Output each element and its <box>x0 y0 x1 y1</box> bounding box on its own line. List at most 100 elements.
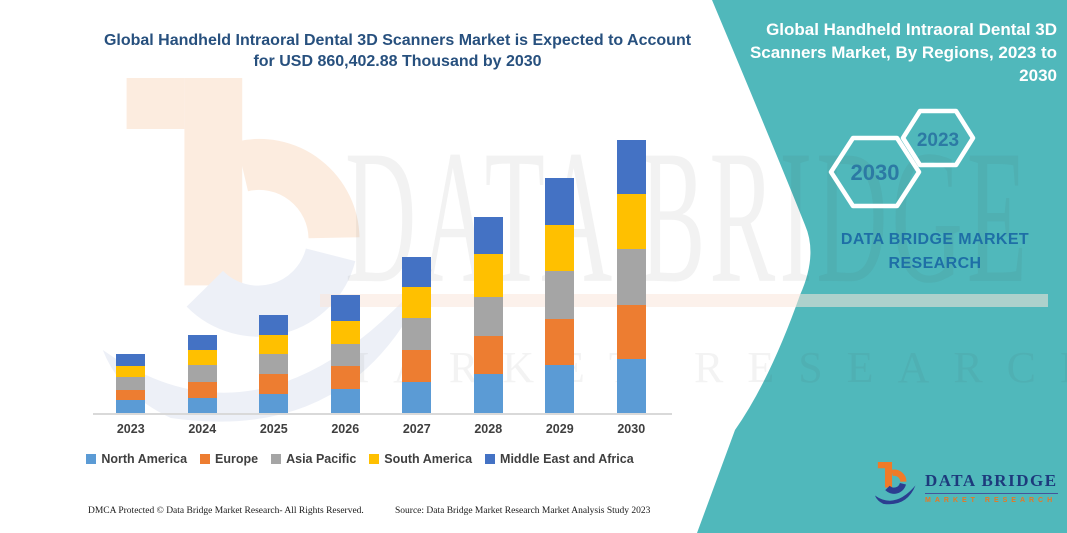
bar-segment-2028 <box>473 373 503 413</box>
bar-segment-2026 <box>330 343 360 367</box>
bar-segment-2029 <box>545 318 575 365</box>
bar-segment-2028 <box>473 297 503 336</box>
bar-segment-2030 <box>616 139 646 194</box>
bar-segment-2025 <box>259 334 289 355</box>
bar-segment-2023 <box>116 366 146 378</box>
bar-segment-2027 <box>402 349 432 382</box>
stacked-bar-2026 <box>330 295 360 413</box>
brand-caption-line1: DATA BRIDGE MARKET <box>840 231 1030 248</box>
right-panel-title-line2: Scanners Market, By Regions, 2023 to <box>749 42 1057 62</box>
x-axis-label: 2023 <box>116 422 145 436</box>
bar-segment-2023 <box>116 399 146 413</box>
bar-segment-2030 <box>616 193 646 250</box>
legend-label: Asia Pacific <box>286 452 357 466</box>
logo-subtitle: MARKET RESEARCH <box>925 497 1057 504</box>
legend-item: Europe <box>200 452 258 466</box>
data-bridge-logo-icon <box>874 462 916 508</box>
legend-swatch <box>200 454 211 464</box>
data-bridge-logo: DATA BRIDGE MARKET RESEARCH <box>874 462 1058 508</box>
footer-copyright: DMCA Protected © Data Bridge Market Rese… <box>88 506 364 516</box>
right-panel-title-line3: 2030 <box>1019 65 1057 85</box>
x-axis-label: 2026 <box>331 422 360 436</box>
legend-label: Middle East and Africa <box>500 452 634 466</box>
legend-label: South America <box>384 452 473 466</box>
bar-segment-2024 <box>187 334 217 350</box>
stacked-bar-2027 <box>402 256 432 413</box>
stacked-bar-2023 <box>116 353 146 413</box>
bar-segment-2028 <box>473 335 503 374</box>
stacked-bar-2030 <box>616 139 646 413</box>
page-title-line1: Global Handheld Intraoral Dental 3D Scan… <box>103 32 692 49</box>
bar-segment-2029 <box>545 224 575 272</box>
legend-item: North America <box>86 452 187 466</box>
bar-slot-2024 <box>167 128 239 413</box>
right-panel-title: Global Handheld Intraoral Dental 3D Scan… <box>745 19 1057 88</box>
bar-segment-2029 <box>545 364 575 413</box>
brand-caption-line2: RESEARCH <box>888 255 982 272</box>
bar-segment-2025 <box>259 354 289 375</box>
legend-item: South America <box>369 452 472 466</box>
bar-segment-2030 <box>616 358 646 413</box>
bar-segment-2023 <box>116 389 146 400</box>
bar-slot-2027 <box>381 128 453 413</box>
page-title: Global Handheld Intraoral Dental 3D Scan… <box>70 30 725 73</box>
bar-segment-2029 <box>545 177 575 225</box>
bar-segment-2027 <box>402 382 432 413</box>
page-title-line2: for USD 860,402.88 Thousand by 2030 <box>253 53 542 71</box>
x-axis-label: 2024 <box>188 422 217 436</box>
watermark-subtitle-text: MARKET RESEARCH <box>330 343 1067 392</box>
bar-segment-2024 <box>187 349 217 366</box>
legend-label: Europe <box>215 452 259 466</box>
right-panel-title-line1: Global Handheld Intraoral Dental 3D <box>766 20 1057 39</box>
x-axis-label: 2027 <box>402 422 431 436</box>
bar-segment-2029 <box>545 271 575 319</box>
stacked-bar-2025 <box>259 315 289 413</box>
stacked-bar-2028 <box>473 217 503 413</box>
bar-segment-2025 <box>259 374 289 394</box>
bars-row <box>95 128 667 413</box>
brand-caption: DATA BRIDGE MARKET RESEARCH <box>805 228 1065 276</box>
legend-swatch <box>369 454 380 464</box>
bar-segment-2026 <box>330 320 360 344</box>
bar-segment-2024 <box>187 365 217 382</box>
x-axis-label: 2025 <box>259 422 288 436</box>
bar-slot-2026 <box>310 128 382 413</box>
bar-segment-2027 <box>402 287 432 318</box>
bar-segment-2026 <box>330 295 360 321</box>
bar-slot-2025 <box>238 128 310 413</box>
bar-segment-2030 <box>616 305 646 359</box>
bar-segment-2023 <box>116 377 146 390</box>
bar-segment-2024 <box>187 381 217 398</box>
stacked-bar-2024 <box>187 334 217 413</box>
bar-segment-2028 <box>473 217 503 255</box>
bar-segment-2026 <box>330 366 360 390</box>
x-axis-line <box>93 413 672 415</box>
bar-slot-2029 <box>524 128 596 413</box>
bar-segment-2025 <box>259 315 289 335</box>
bar-segment-2028 <box>473 254 503 298</box>
bar-segment-2023 <box>116 353 146 367</box>
legend-swatch <box>86 454 97 464</box>
x-labels-row: 2023 2024 2025 2026 2027 2028 2029 2030 <box>95 422 667 436</box>
x-axis-label: 2028 <box>474 422 503 436</box>
bar-segment-2027 <box>402 256 432 288</box>
bar-segment-2027 <box>402 317 432 350</box>
legend-item: Middle East and Africa <box>485 452 634 466</box>
bar-segment-2026 <box>330 389 360 413</box>
bar-slot-2023 <box>95 128 167 413</box>
bar-segment-2025 <box>259 393 289 413</box>
legend-item: Asia Pacific <box>271 452 356 466</box>
bar-slot-2028 <box>453 128 525 413</box>
legend-swatch <box>271 454 282 464</box>
legend: North America Europe Asia Pacific South Ame… <box>55 452 665 466</box>
stacked-bar-2029 <box>545 177 575 413</box>
footer-source: Source: Data Bridge Market Research Mark… <box>395 506 651 516</box>
bar-slot-2030 <box>596 128 668 413</box>
bar-segment-2030 <box>616 249 646 306</box>
legend-label: North America <box>101 452 188 466</box>
bar-segment-2024 <box>187 397 217 413</box>
logo-text: DATA BRIDGE MARKET RESEARCH <box>925 471 1058 504</box>
logo-title: DATA BRIDGE <box>925 471 1058 494</box>
x-axis-label: 2030 <box>617 422 646 436</box>
